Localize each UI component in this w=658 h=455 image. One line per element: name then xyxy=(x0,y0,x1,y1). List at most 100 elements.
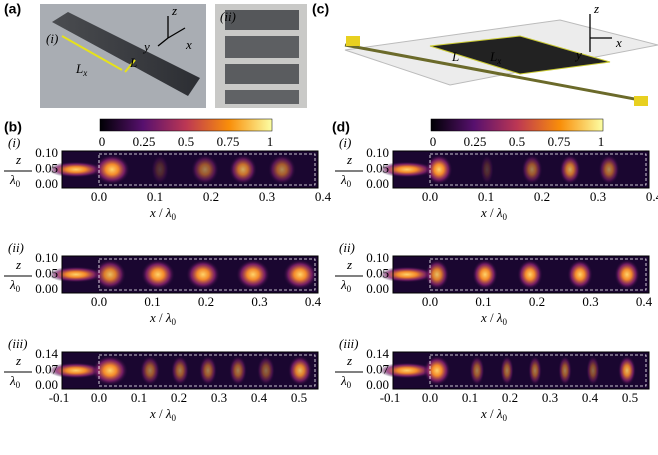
field-lobe xyxy=(283,260,317,290)
axis-symbol: y xyxy=(142,39,150,54)
field-lobe xyxy=(558,356,572,386)
field-lobe xyxy=(522,155,543,185)
field-lobe xyxy=(472,260,498,290)
panel-label: (d) xyxy=(332,119,350,135)
field-lobe xyxy=(480,155,494,185)
y-axis-label: λ0 xyxy=(9,373,21,390)
panel-label: (a) xyxy=(4,1,21,17)
photo-strip xyxy=(225,64,299,84)
connector xyxy=(346,36,360,46)
y-axis-label: z xyxy=(346,353,352,368)
x-tick-label: 0.1 xyxy=(478,189,494,204)
y-tick-label: 0.14 xyxy=(35,346,58,361)
y-axis-label-part: z xyxy=(15,152,21,167)
y-tick-label: 0.00 xyxy=(366,176,389,191)
y-axis-label-part: z xyxy=(346,257,352,272)
y-axis-label: z xyxy=(15,152,21,167)
x-tick-label: 0.3 xyxy=(590,189,606,204)
x-axis-label: x / λ0 xyxy=(480,205,508,222)
x-tick-label: 0.3 xyxy=(542,390,558,405)
x-tick-label: 0.1 xyxy=(462,390,478,405)
axis-symbol: z xyxy=(171,3,177,18)
x-tick-label: 0.2 xyxy=(502,390,518,405)
y-axis-label-part: z xyxy=(346,152,352,167)
field-lobe xyxy=(236,260,270,290)
field-lobe xyxy=(229,356,247,386)
field-lobe xyxy=(288,356,312,386)
panel-label: (b) xyxy=(4,119,22,135)
y-tick-label: 0.00 xyxy=(366,281,389,296)
x-axis-label: x / λ0 xyxy=(149,310,177,327)
row-label: (ii) xyxy=(339,240,355,255)
y-axis-label-part: 0 xyxy=(16,380,21,390)
photo-label: (i) xyxy=(46,31,58,46)
field-lobe xyxy=(140,356,160,386)
y-tick-label: 0.05 xyxy=(366,160,389,175)
colorbar-tick-label: 0.5 xyxy=(178,134,194,149)
field-lobe xyxy=(92,356,128,386)
length-label: L xyxy=(451,49,459,64)
y-axis-label: λ0 xyxy=(340,373,352,390)
figure: (a)(b)(c)(d)(i)(ii)zyxzyxLLxLLx00.250.50… xyxy=(0,0,658,455)
x-tick-label: -0.1 xyxy=(49,390,70,405)
x-axis-label-part: / xyxy=(156,205,166,220)
x-tick-label: 0.1 xyxy=(475,294,491,309)
length-x-label-part: x xyxy=(496,56,501,66)
field-lobe xyxy=(425,260,449,290)
row-label: (i) xyxy=(8,135,20,150)
length-label: L xyxy=(129,55,137,70)
x-axis-label: x / λ0 xyxy=(149,406,177,423)
y-axis-label-part: 0 xyxy=(16,179,21,189)
y-tick-label: 0.05 xyxy=(35,265,58,280)
x-axis-label-part: / xyxy=(156,406,166,421)
x-tick-label: 0.5 xyxy=(291,390,307,405)
x-tick-label: 0.2 xyxy=(171,390,187,405)
colorbar-tick-label: 0.75 xyxy=(217,134,240,149)
y-axis-label: z xyxy=(15,257,21,272)
x-axis-label-part: / xyxy=(487,205,497,220)
y-tick-label: 0.05 xyxy=(35,160,58,175)
field-lobe xyxy=(500,356,514,386)
length-x-label-part: x xyxy=(82,68,87,78)
colorbar-tick-label: 0 xyxy=(99,134,106,149)
x-axis-label: x / λ0 xyxy=(480,310,508,327)
photo-label: (ii) xyxy=(220,9,236,24)
x-tick-label: 0.2 xyxy=(529,294,545,309)
y-tick-label: 0.00 xyxy=(35,176,58,191)
axis-symbol: z xyxy=(593,1,599,16)
field-lobe xyxy=(614,260,640,290)
field-lobe xyxy=(186,260,220,290)
x-axis-label-part: 0 xyxy=(503,317,508,327)
y-tick-label: 0.10 xyxy=(35,145,58,160)
photo-strip xyxy=(225,10,299,30)
y-tick-label: 0.10 xyxy=(366,145,389,160)
x-tick-label: 0.4 xyxy=(646,189,658,204)
x-axis-label-part: 0 xyxy=(503,413,508,423)
row-label: (i) xyxy=(339,135,351,150)
y-axis-label: λ0 xyxy=(340,277,352,294)
photo-strip xyxy=(225,90,299,104)
field-lobe xyxy=(257,356,275,386)
field-lobe xyxy=(426,155,453,185)
x-tick-label: 0.4 xyxy=(582,390,599,405)
y-axis-label-part: 0 xyxy=(16,284,21,294)
x-tick-label: 0.1 xyxy=(131,390,147,405)
y-axis-label-part: z xyxy=(15,257,21,272)
colorbar-tick-label: 0.5 xyxy=(509,134,525,149)
connector xyxy=(634,96,648,106)
x-tick-label: 0.0 xyxy=(91,189,107,204)
colorbar-tick-label: 0.75 xyxy=(548,134,571,149)
x-tick-label: 0.3 xyxy=(259,189,275,204)
x-tick-label: 0.4 xyxy=(305,294,322,309)
field-lobe xyxy=(567,260,593,290)
x-tick-label: -0.1 xyxy=(380,390,401,405)
field-lobe xyxy=(586,356,600,386)
axis-symbol: y xyxy=(574,47,582,62)
y-tick-label: 0.07 xyxy=(366,361,389,376)
x-axis-label-part: 0 xyxy=(172,212,177,222)
x-tick-label: 0.3 xyxy=(251,294,267,309)
x-tick-label: 0.0 xyxy=(91,294,107,309)
x-axis-label-part: / xyxy=(156,310,166,325)
colorbar xyxy=(100,119,272,131)
y-axis-label: λ0 xyxy=(9,277,21,294)
